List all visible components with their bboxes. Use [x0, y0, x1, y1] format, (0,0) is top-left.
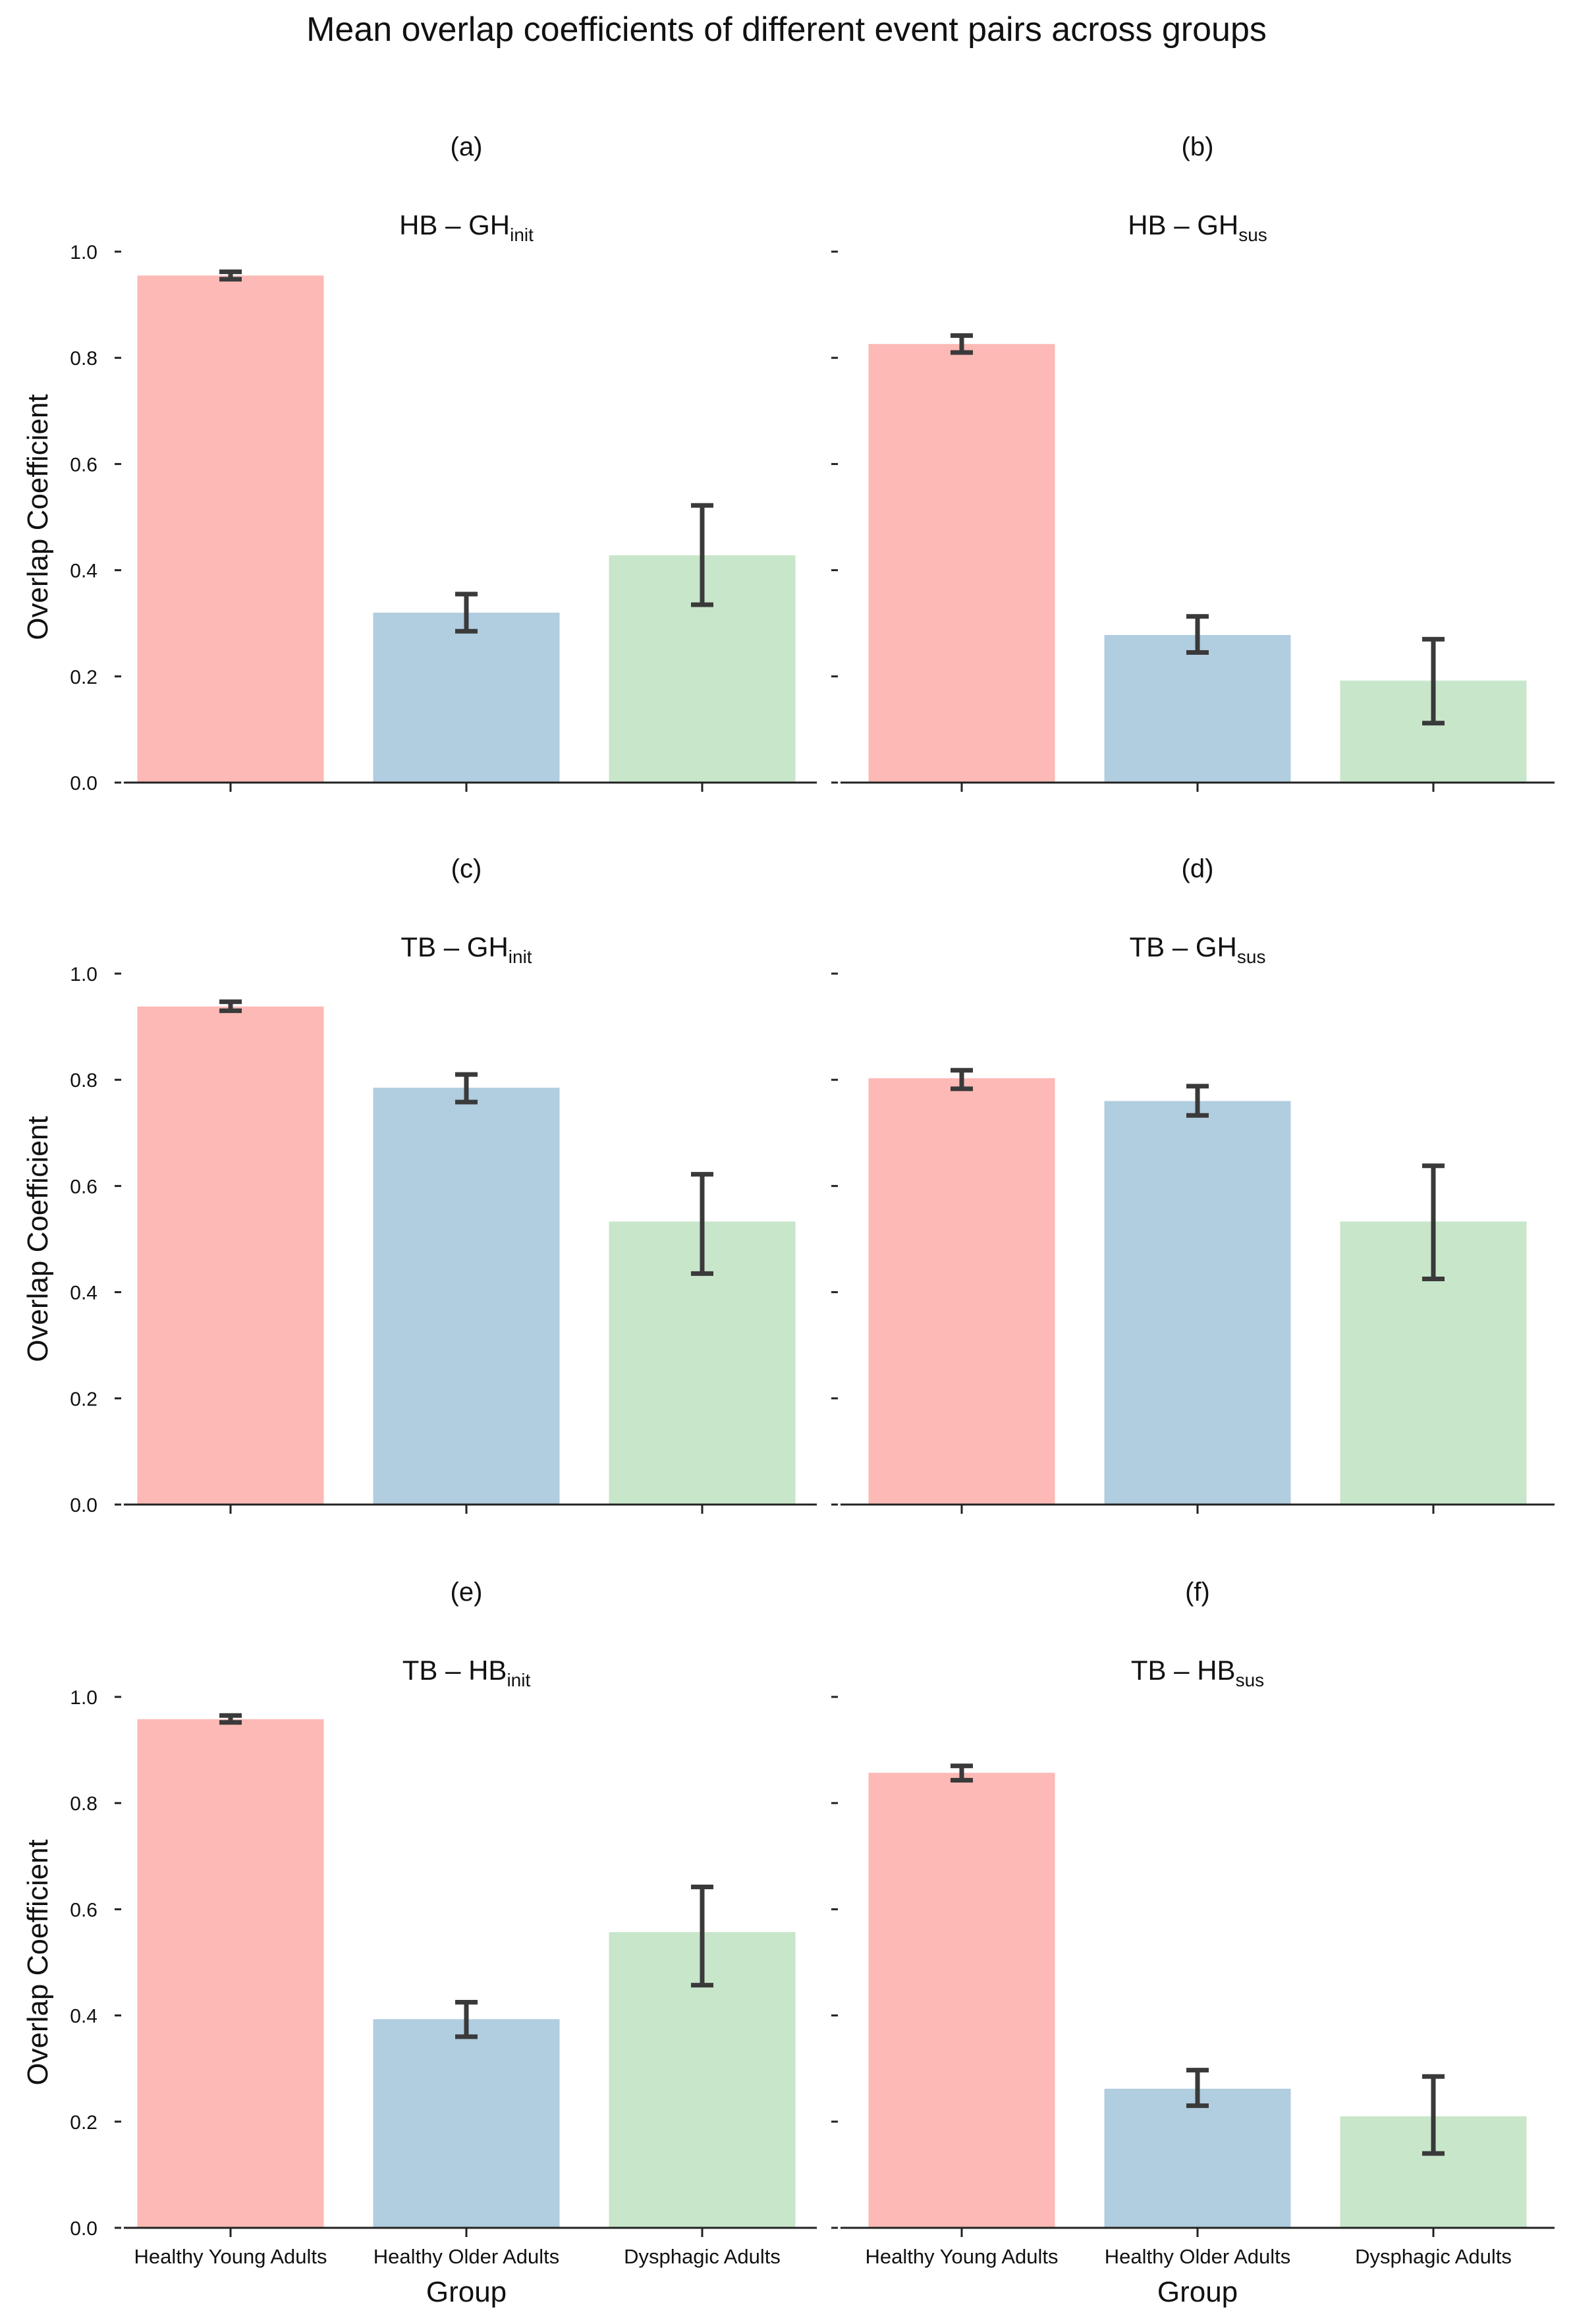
bar: [137, 275, 324, 783]
y-tick-label: 1.0: [70, 1687, 97, 1709]
bar: [373, 613, 560, 783]
x-tick-label: Dysphagic Adults: [624, 2245, 781, 2268]
bar: [137, 1719, 324, 2228]
panel-e: (e) TB – HBinit 0.0 0.2 0.4 0.6 0.8 1.0 Overlap …: [22, 1578, 817, 2308]
y-tick-label: 0.8: [70, 1793, 97, 1815]
x-axis-label: Group: [1157, 2276, 1238, 2308]
panel-f: (f) TB – HBsus Healthy Young Adults Healthy…: [831, 1578, 1555, 2308]
bar: [1104, 1101, 1291, 1505]
panel-title: HB – GHsus: [1128, 209, 1267, 245]
panel-label: (c): [451, 854, 482, 883]
panel-label: (b): [1182, 132, 1214, 161]
x-tick-label: Healthy Older Adults: [1105, 2245, 1291, 2268]
y-tick-label: 0.6: [70, 454, 97, 476]
panels: (a) HB – GHinit 0.0 0.2 0.4 0.6 0.8 1.0 Overlap …: [22, 132, 1555, 2308]
panel-b: (b) HB – GHsus: [831, 132, 1555, 792]
bar: [137, 1006, 324, 1505]
y-tick-label: 0.0: [70, 2218, 97, 2240]
panel-title: TB – GHinit: [400, 931, 532, 967]
y-tick-label: 1.0: [70, 242, 97, 263]
panel-a: (a) HB – GHinit 0.0 0.2 0.4 0.6 0.8 1.0 Overlap …: [22, 132, 817, 794]
panel-label: (a): [451, 132, 483, 161]
bar: [1104, 634, 1291, 783]
y-tick-label: 0.4: [70, 561, 97, 582]
y-tick-label: 0.2: [70, 2112, 97, 2134]
y-tick-label: 0.0: [70, 773, 97, 794]
y-tick-label: 0.2: [70, 1389, 97, 1410]
y-tick-label: 0.6: [70, 1176, 97, 1198]
bar: [373, 1088, 560, 1505]
bar: [868, 344, 1055, 783]
x-tick-label: Healthy Young Adults: [134, 2245, 327, 2268]
y-tick-label: 0.0: [70, 1495, 97, 1516]
panel-title: TB – HBsus: [1131, 1655, 1264, 1690]
y-tick-label: 1.0: [70, 964, 97, 985]
panel-label: (f): [1185, 1578, 1210, 1607]
y-tick-label: 0.8: [70, 1070, 97, 1092]
bar: [868, 1773, 1055, 2228]
panel-c: (c) TB – GHinit 0.0 0.2 0.4 0.6 0.8 1.0 Overlap …: [22, 854, 817, 1516]
panel-label: (d): [1182, 854, 1214, 883]
x-tick-label: Healthy Older Adults: [373, 2245, 560, 2268]
figure-title: Mean overlap coefficients of different e…: [306, 11, 1267, 49]
y-tick-label: 0.8: [70, 348, 97, 370]
panel-label: (e): [451, 1578, 483, 1607]
y-axis-label: Overlap Coefficient: [22, 1116, 54, 1362]
y-tick-label: 0.6: [70, 1899, 97, 1921]
panel-title: HB – GHinit: [399, 209, 534, 245]
y-tick-label: 0.4: [70, 1283, 97, 1304]
bar: [868, 1078, 1055, 1505]
y-tick-label: 0.2: [70, 667, 97, 688]
panel-title: TB – HBinit: [402, 1655, 531, 1690]
x-tick-label: Healthy Young Adults: [865, 2245, 1058, 2268]
panel-title: TB – GHsus: [1130, 931, 1266, 967]
bar: [1104, 2088, 1291, 2228]
y-tick-label: 0.4: [70, 2006, 97, 2028]
panel-d: (d) TB – GHsus: [831, 854, 1555, 1514]
y-axis-label: Overlap Coefficient: [22, 394, 54, 640]
y-axis-label: Overlap Coefficient: [22, 1839, 54, 2085]
bar: [373, 2019, 560, 2228]
x-tick-label: Dysphagic Adults: [1355, 2245, 1512, 2268]
x-axis-label: Group: [426, 2276, 507, 2308]
